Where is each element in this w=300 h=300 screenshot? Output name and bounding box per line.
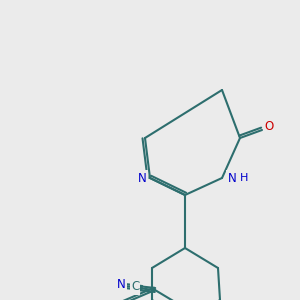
Text: C: C	[131, 280, 139, 293]
Text: O: O	[264, 121, 274, 134]
Text: N: N	[138, 172, 146, 184]
Text: N: N	[228, 172, 236, 184]
Text: N: N	[117, 278, 125, 292]
Text: H: H	[240, 173, 248, 183]
